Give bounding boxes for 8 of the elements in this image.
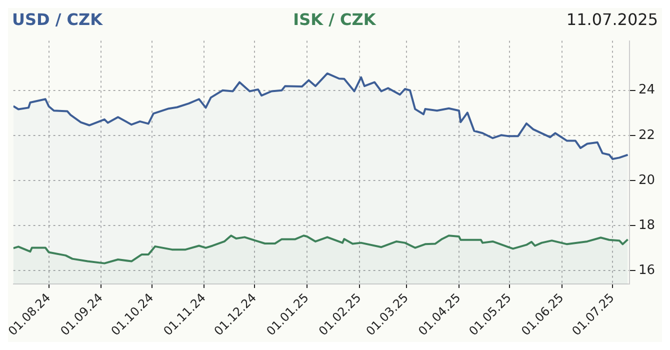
y-tick-label: 22 — [638, 128, 656, 143]
y-tick-label: 16 — [638, 262, 656, 278]
text: USD / CZK — [12, 10, 103, 28]
chart-title: 11.07.2025 — [566, 10, 658, 28]
y-tick-label: 18 — [638, 218, 656, 233]
y-tick-label: 24 — [638, 82, 656, 98]
y-tick-label: 20 — [638, 172, 656, 188]
text: ISK / CZK — [293, 10, 376, 28]
